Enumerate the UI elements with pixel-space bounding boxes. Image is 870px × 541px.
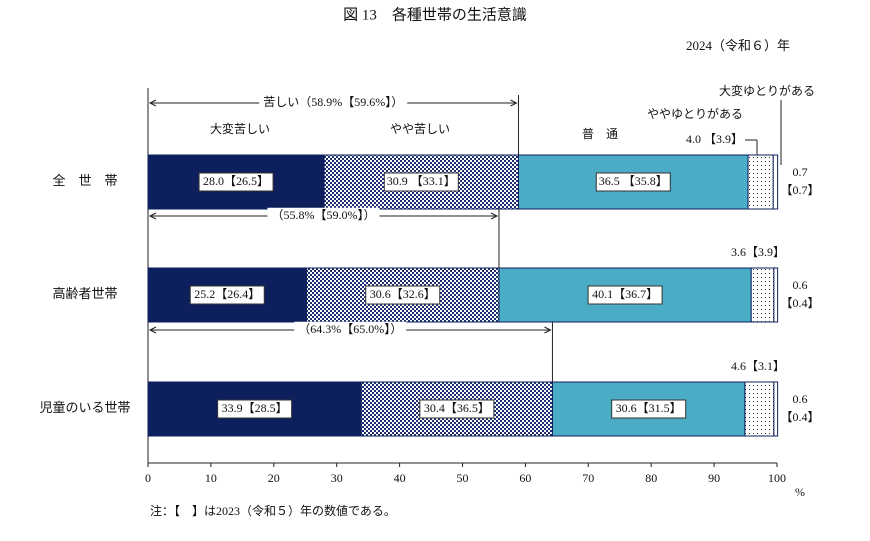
bar-segment	[744, 381, 775, 437]
bracket-arrow	[544, 326, 552, 334]
series-name: 普 通	[582, 127, 618, 141]
value-label-box	[365, 285, 441, 305]
x-tick-label: 100	[768, 471, 786, 485]
bracket-arrow	[148, 326, 157, 334]
chart-subtitle: 2024（令和６）年	[686, 38, 790, 53]
value-label: 40.1【36.7】	[592, 287, 658, 301]
bracket-label: （55.8%【59.0%】）	[271, 208, 375, 222]
x-tick-label: 60	[519, 471, 531, 485]
bracket-label-bg	[259, 94, 408, 109]
value-label: 0.7	[793, 165, 808, 179]
value-label: 0.6	[793, 278, 808, 292]
bracket-label: （64.3%【65.0%】）	[298, 322, 402, 336]
bar-segment	[773, 267, 779, 323]
x-tick-label: 20	[268, 471, 280, 485]
x-tick-label: 90	[708, 471, 720, 485]
x-tick-label: 0	[145, 471, 151, 485]
series-name: やや苦しい	[390, 122, 450, 136]
bar-segment	[773, 381, 779, 437]
x-tick-label: 70	[582, 471, 594, 485]
bracket-arrow	[490, 212, 499, 220]
bracket-arrow	[148, 212, 157, 220]
value-label: 【0.4】	[780, 296, 819, 310]
value-label-box	[217, 399, 293, 419]
x-tick-label: 80	[645, 471, 657, 485]
value-label: 4.6【3.1】	[731, 359, 785, 373]
value-label-box	[611, 399, 687, 419]
value-label-box	[419, 399, 495, 419]
value-label: 36.5 【35.8】	[599, 174, 668, 188]
value-label: 25.2【26.4】	[194, 287, 260, 301]
x-tick-label: 30	[331, 471, 343, 485]
value-label: 30.6【31.5】	[616, 401, 682, 415]
chart-title: 図 13 各種世帯の生活意識	[343, 5, 527, 23]
bracket-label-bg	[294, 321, 407, 336]
value-label: 【0.7】	[780, 183, 819, 197]
value-label: 30.4【36.5】	[424, 401, 490, 415]
series-name: ややゆとりがある	[647, 106, 743, 121]
value-label: 3.6【3.9】	[731, 245, 785, 259]
x-tick-label: 10	[205, 471, 217, 485]
value-label-box	[189, 285, 265, 305]
bar-segment	[747, 154, 774, 210]
value-label: 【0.4】	[780, 410, 819, 424]
value-label-box	[595, 172, 671, 192]
value-label: 0.6	[793, 392, 808, 406]
value-label: 30.6【32.6】	[370, 287, 436, 301]
category-label: 児童のいる世帯	[39, 400, 130, 415]
bracket-label: 苦しい（58.9%【59.6%】）	[263, 95, 403, 109]
value-label-box	[587, 285, 663, 305]
value-label: 33.9【28.5】	[222, 401, 288, 415]
bracket-arrow	[148, 99, 157, 107]
x-tick-label: 50	[457, 471, 469, 485]
bracket-label-bg	[267, 207, 380, 222]
bracket-arrow	[510, 99, 518, 107]
value-label-box	[383, 172, 459, 192]
value-label: 4.0 【3.9】	[686, 132, 743, 146]
series-name: 大変苦しい	[210, 121, 270, 136]
category-label: 高齢者世帯	[52, 286, 117, 301]
value-label-box	[198, 172, 274, 192]
x-axis-label: %	[795, 485, 805, 499]
bar-segment	[772, 154, 779, 210]
value-label: 28.0【26.5】	[203, 174, 269, 188]
value-label: 30.9 【33.1】	[387, 174, 456, 188]
note: 注：【 】は2023（令和５）年の数値である。	[150, 503, 396, 518]
category-label: 全 世 帯	[52, 173, 117, 188]
bar-segment	[750, 267, 775, 323]
x-tick-label: 40	[394, 471, 406, 485]
series-name: 大変ゆとりがある	[719, 83, 815, 98]
